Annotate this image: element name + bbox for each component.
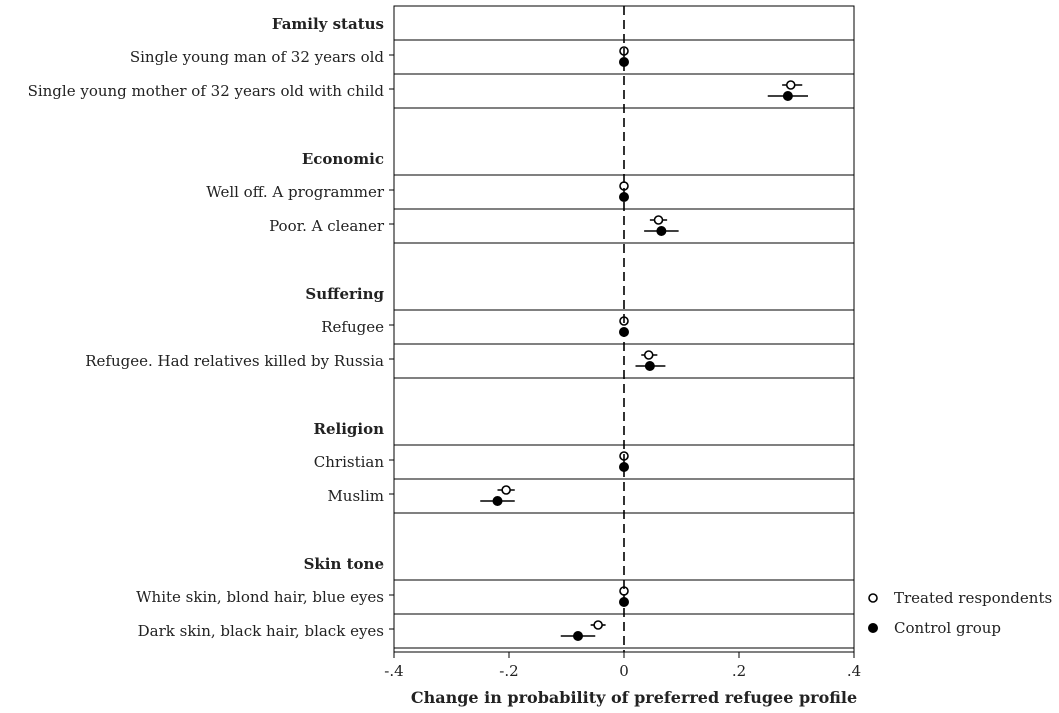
row-label: Single young man of 32 years old [130, 48, 385, 66]
treated-point [653, 215, 664, 225]
row-label: Dark skin, black hair, black eyes [138, 622, 384, 640]
row-label: Muslim [327, 487, 384, 505]
group-label: Suffering [305, 285, 384, 303]
control-point [782, 91, 793, 101]
row-label: White skin, blond hair, blue eyes [136, 588, 384, 606]
x-tick-label: -.2 [499, 662, 518, 680]
group-label: Religion [313, 420, 384, 438]
group-label: Family status [272, 15, 384, 33]
row-label: Refugee. Had relatives killed by Russia [85, 352, 384, 370]
x-tick-label: 0 [619, 662, 629, 680]
legend-treated-label: Treated respondents [894, 589, 1052, 607]
row-label: Well off. A programmer [206, 183, 385, 201]
treated-point [785, 80, 796, 90]
treated-point [593, 620, 603, 630]
row-label: Refugee [321, 318, 384, 336]
row-label: Christian [314, 453, 385, 471]
row-label: Poor. A cleaner [269, 217, 385, 235]
group-label: Skin tone [304, 555, 384, 573]
legend-control-label: Control group [894, 619, 1001, 637]
control-point [492, 496, 503, 506]
treated-point [501, 485, 511, 495]
control-point [573, 631, 583, 641]
x-axis-title: Change in probability of preferred refug… [411, 688, 857, 707]
x-tick-label: .2 [732, 662, 746, 680]
x-tick-label: .4 [847, 662, 861, 680]
control-point [656, 226, 667, 236]
treated-point [643, 350, 654, 360]
x-tick-label: -.4 [384, 662, 403, 680]
control-point [644, 361, 655, 371]
legend-control-marker [868, 623, 878, 633]
row-label: Single young mother of 32 years old with… [28, 82, 385, 100]
group-label: Economic [302, 150, 384, 168]
legend-treated-marker [868, 593, 878, 603]
